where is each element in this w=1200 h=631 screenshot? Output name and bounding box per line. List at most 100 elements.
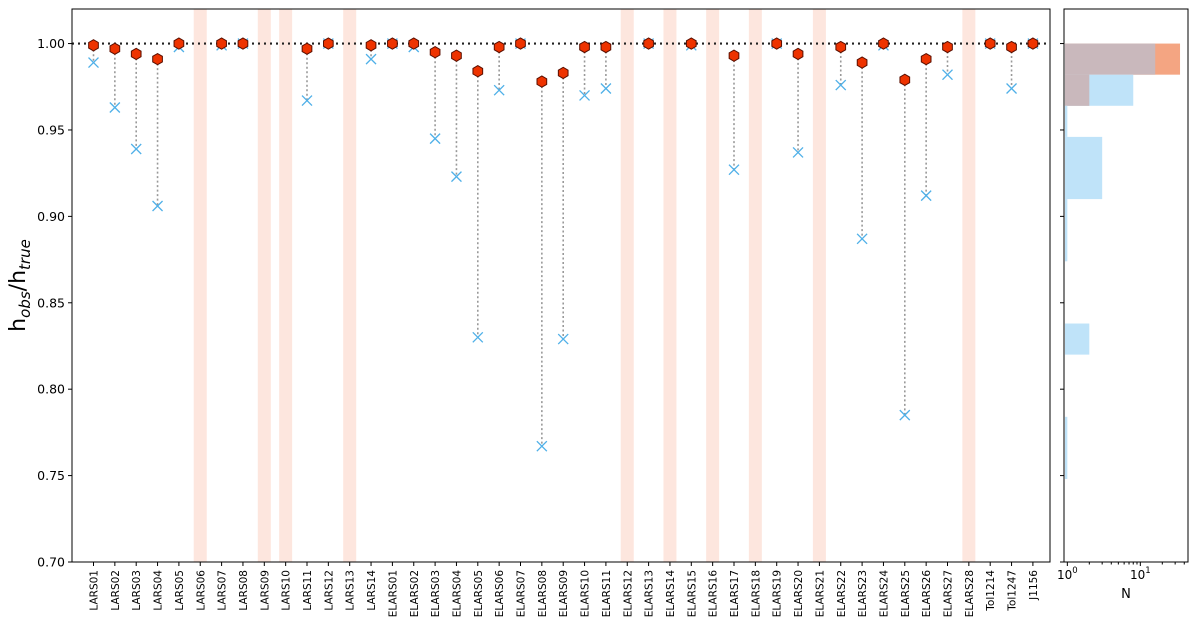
y-tick-label: 0.80 xyxy=(37,382,65,397)
hex-marker-elars27 xyxy=(942,40,953,54)
hex-marker-tol1247 xyxy=(1006,40,1017,54)
x-tick-label-elars26: ELARS26 xyxy=(921,570,933,618)
x-marker-elars25 xyxy=(899,409,911,421)
hex-marker-lars11 xyxy=(301,42,313,55)
hex-marker-elars02 xyxy=(408,37,420,50)
hex-marker-elars15 xyxy=(685,37,697,50)
corrected-markers xyxy=(88,37,1039,88)
hex-marker-elars20 xyxy=(792,47,804,61)
excluded-band-elars28 xyxy=(962,9,976,562)
x-marker-elars26 xyxy=(920,190,932,202)
hex-marker-elars07 xyxy=(515,37,526,50)
x-tick-label-lars05: LARS05 xyxy=(174,570,186,611)
histogram-axes-frame xyxy=(1063,8,1189,563)
x-tick-label-elars13: ELARS13 xyxy=(644,570,656,617)
x-tick-label-elars07: ELARS07 xyxy=(516,570,528,617)
excluded-band-elars16 xyxy=(706,9,720,562)
x-marker-elars10 xyxy=(579,89,591,101)
x-tick-label-lars01: LARS01 xyxy=(89,570,101,611)
x-marker-elars23 xyxy=(856,233,868,245)
x-marker-elars17 xyxy=(728,164,740,176)
x-tick-label-tol1214: Tol1214 xyxy=(985,570,997,612)
x-tick-label-lars06: LARS06 xyxy=(195,570,207,611)
x-tick-label-elars02: ELARS02 xyxy=(409,570,421,617)
excluded-bands xyxy=(193,9,976,562)
x-tick-label-elars27: ELARS27 xyxy=(943,570,955,617)
hex-marker-elars11 xyxy=(600,40,612,54)
hex-marker-j1156 xyxy=(1027,37,1039,50)
x-tick-label-elars16: ELARS16 xyxy=(708,570,720,618)
hex-marker-lars03 xyxy=(130,47,142,61)
x-tick-label-tol1247: Tol1247 xyxy=(1007,570,1019,612)
x-tick-label-lars02: LARS02 xyxy=(110,570,122,611)
x-tick-label-elars15: ELARS15 xyxy=(686,570,698,617)
y-tick-label: 0.95 xyxy=(37,122,65,137)
hist-x-tick-label: 101 xyxy=(1130,566,1151,582)
excluded-band-lars13 xyxy=(343,9,357,562)
hist-bar-uncorrected xyxy=(1065,416,1068,480)
x-tick-label-lars09: LARS09 xyxy=(259,570,271,611)
x-tick-label-elars05: ELARS05 xyxy=(473,570,485,617)
hist-bar-uncorrected xyxy=(1065,43,1156,75)
x-marker-lars04 xyxy=(152,200,164,212)
x-tick-label-lars03: LARS03 xyxy=(131,570,143,611)
x-tick-label-elars21: ELARS21 xyxy=(814,570,826,617)
histogram-x-axis: 100 101 xyxy=(1057,562,1185,582)
x-marker-elars11 xyxy=(600,83,612,94)
hex-marker-elars04 xyxy=(451,49,462,62)
x-tick-label-lars13: LARS13 xyxy=(345,570,357,611)
hex-marker-elars10 xyxy=(579,40,590,54)
hist-bar-uncorrected xyxy=(1065,105,1068,137)
hex-marker-elars01 xyxy=(387,37,398,50)
x-marker-elars06 xyxy=(493,84,505,96)
main-axes-frame xyxy=(71,8,1051,563)
x-tick-label-elars01: ELARS01 xyxy=(387,570,399,617)
x-tick-label-elars08: ELARS08 xyxy=(537,570,549,617)
y-tick-label: 0.85 xyxy=(37,295,65,310)
hex-marker-lars01 xyxy=(88,39,99,52)
x-tick-label-lars08: LARS08 xyxy=(238,570,250,611)
x-tick-label-elars17: ELARS17 xyxy=(729,570,741,617)
main-y-axis: 0.70 0.75 0.80 0.85 0.90 0.95 1.00 xyxy=(37,36,72,570)
histogram-bars xyxy=(1065,43,1181,480)
x-marker-elars04 xyxy=(450,171,462,183)
x-tick-label-elars28: ELARS28 xyxy=(964,570,976,617)
x-tick-label-lars07: LARS07 xyxy=(217,570,229,611)
y-tick-label: 0.70 xyxy=(37,555,65,570)
hist-bar-uncorrected xyxy=(1065,136,1103,200)
hex-marker-elars25 xyxy=(899,73,911,87)
x-tick-label-elars25: ELARS25 xyxy=(900,570,912,617)
excluded-band-elars12 xyxy=(620,9,634,562)
hist-x-tick-label: 100 xyxy=(1057,566,1078,582)
x-marker-lars14 xyxy=(365,53,377,65)
hex-marker-elars19 xyxy=(771,37,783,50)
x-tick-label-lars11: LARS11 xyxy=(302,570,314,611)
hex-marker-elars09 xyxy=(557,66,569,80)
x-tick-label-elars11: ELARS11 xyxy=(601,570,613,617)
hex-marker-lars12 xyxy=(323,37,334,50)
x-tick-label-elars19: ELARS19 xyxy=(772,570,784,617)
hex-marker-lars14 xyxy=(365,39,377,52)
hex-marker-lars04 xyxy=(152,52,163,66)
x-tick-label-lars10: LARS10 xyxy=(281,570,293,611)
hex-marker-elars03 xyxy=(429,46,441,59)
x-tick-label-elars22: ELARS22 xyxy=(836,570,848,617)
excluded-band-elars14 xyxy=(663,9,677,562)
x-tick-label-elars14: ELARS14 xyxy=(665,570,677,618)
histogram-y-axis xyxy=(1060,43,1064,563)
x-tick-label-elars18: ELARS18 xyxy=(750,570,762,617)
x-marker-lars01 xyxy=(88,57,99,69)
hex-marker-lars07 xyxy=(216,37,227,50)
hex-marker-elars13 xyxy=(643,37,654,50)
x-tick-label-lars04: LARS04 xyxy=(153,570,165,611)
excluded-band-lars09 xyxy=(257,9,271,562)
hex-marker-elars23 xyxy=(856,56,868,69)
hex-marker-lars05 xyxy=(173,37,185,50)
hex-marker-elars08 xyxy=(536,75,548,88)
excluded-band-lars06 xyxy=(193,9,207,562)
excluded-band-elars18 xyxy=(748,9,762,562)
hist-bar-uncorrected xyxy=(1065,323,1090,355)
x-marker-elars03 xyxy=(429,133,441,145)
